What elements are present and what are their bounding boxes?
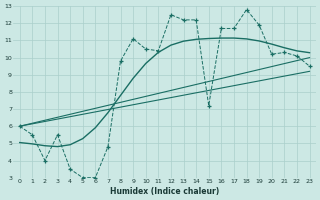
X-axis label: Humidex (Indice chaleur): Humidex (Indice chaleur)	[110, 187, 219, 196]
